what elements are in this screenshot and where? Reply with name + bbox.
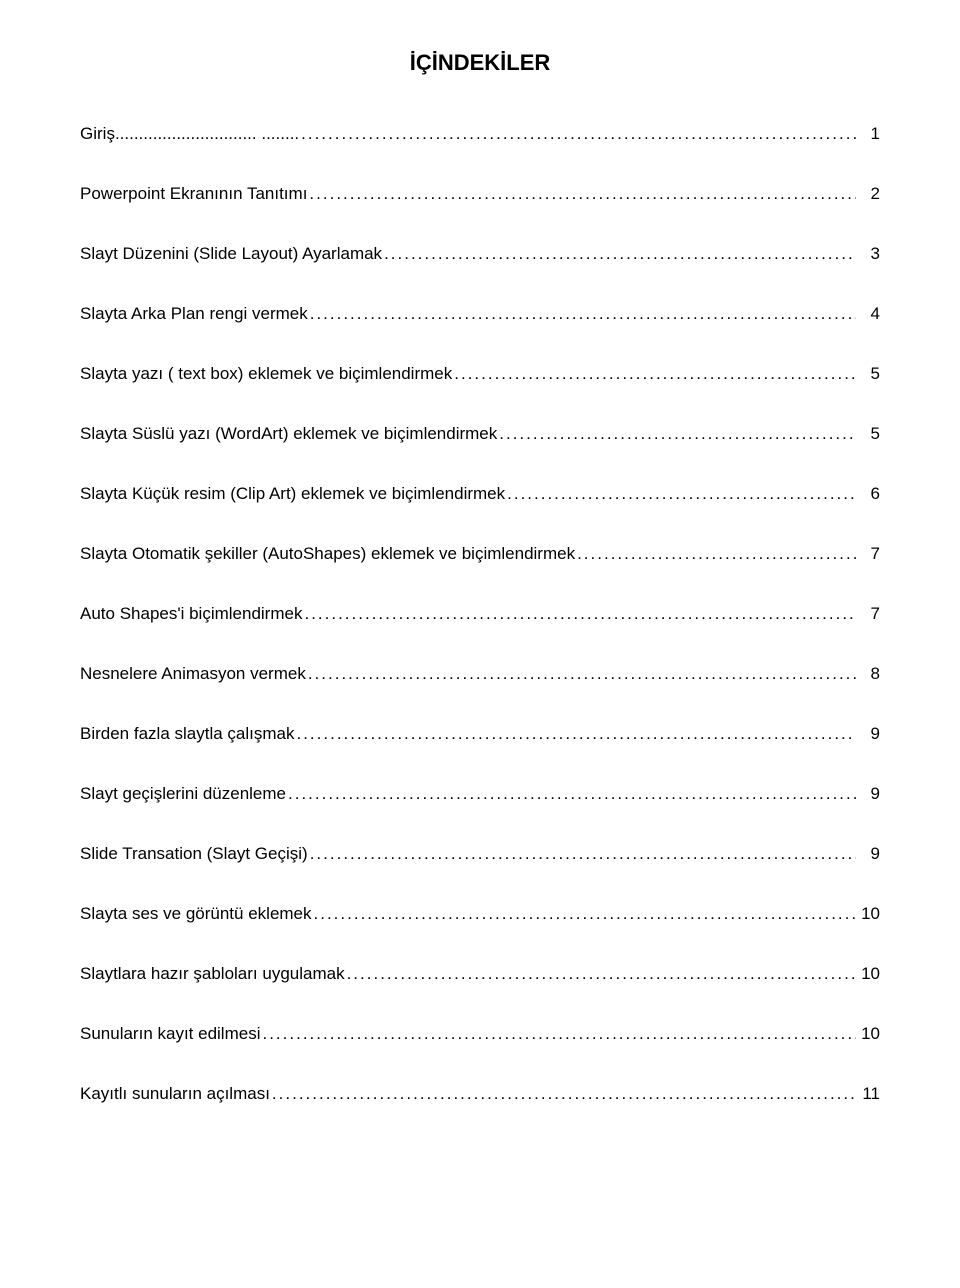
toc-entry-page: 5 bbox=[856, 424, 880, 444]
toc-row: Slayta yazı ( text box) eklemek ve biçim… bbox=[80, 364, 880, 384]
toc-entry-label: Slayta Küçük resim (Clip Art) eklemek ve… bbox=[80, 484, 505, 504]
toc-entry-label: Nesnelere Animasyon vermek bbox=[80, 664, 306, 684]
toc-entry-page: 10 bbox=[856, 1024, 880, 1044]
toc-entry-page: 9 bbox=[856, 784, 880, 804]
toc-row: Slaytlara hazır şabloları uygulamak 10 bbox=[80, 964, 880, 984]
toc-leader-dots bbox=[308, 844, 856, 864]
toc-entry-label: Slayta ses ve görüntü eklemek bbox=[80, 904, 312, 924]
toc-row: Slayta ses ve görüntü eklemek 10 bbox=[80, 904, 880, 924]
toc-row: Nesnelere Animasyon vermek 8 bbox=[80, 664, 880, 684]
toc-row: Powerpoint Ekranının Tanıtımı 2 bbox=[80, 184, 880, 204]
toc-leader-dots bbox=[308, 304, 856, 324]
toc-leader-dots bbox=[260, 1024, 856, 1044]
toc-entry-label: Birden fazla slaytla çalışmak bbox=[80, 724, 294, 744]
toc-entry-page: 7 bbox=[856, 544, 880, 564]
toc-entry-page: 9 bbox=[856, 724, 880, 744]
toc-entry-page: 4 bbox=[856, 304, 880, 324]
toc-leader-dots bbox=[299, 124, 856, 144]
toc-entry-page: 10 bbox=[856, 904, 880, 924]
toc-entry-label: Auto Shapes'i biçimlendirmek bbox=[80, 604, 302, 624]
toc-entry-label: Slayta Arka Plan rengi vermek bbox=[80, 304, 308, 324]
toc-row: Slayt Düzenini (Slide Layout) Ayarlamak 3 bbox=[80, 244, 880, 264]
toc-leader-dots bbox=[286, 784, 856, 804]
page-title: İÇİNDEKİLER bbox=[80, 50, 880, 76]
toc-leader-dots bbox=[270, 1084, 856, 1104]
toc-entry-label: Sunuların kayıt edilmesi bbox=[80, 1024, 260, 1044]
table-of-contents: Giriş.............................. ....… bbox=[80, 124, 880, 1104]
toc-entry-label: Kayıtlı sunuların açılması bbox=[80, 1084, 270, 1104]
toc-entry-page: 2 bbox=[856, 184, 880, 204]
toc-entry-label: Slaytlara hazır şabloları uygulamak bbox=[80, 964, 345, 984]
toc-entry-page: 5 bbox=[856, 364, 880, 384]
toc-entry-page: 6 bbox=[856, 484, 880, 504]
toc-row: Birden fazla slaytla çalışmak 9 bbox=[80, 724, 880, 744]
toc-entry-label: Slayt geçişlerini düzenleme bbox=[80, 784, 286, 804]
toc-row: Slayta Süslü yazı (WordArt) eklemek ve b… bbox=[80, 424, 880, 444]
toc-entry-page: 3 bbox=[856, 244, 880, 264]
toc-entry-page: 9 bbox=[856, 844, 880, 864]
toc-row: Slide Transation (Slayt Geçişi) 9 bbox=[80, 844, 880, 864]
toc-leader-dots bbox=[294, 724, 856, 744]
toc-row: Sunuların kayıt edilmesi 10 bbox=[80, 1024, 880, 1044]
toc-entry-page: 8 bbox=[856, 664, 880, 684]
toc-row: Auto Shapes'i biçimlendirmek 7 bbox=[80, 604, 880, 624]
toc-row: Slayta Küçük resim (Clip Art) eklemek ve… bbox=[80, 484, 880, 504]
toc-entry-label: Giriş.............................. ....… bbox=[80, 124, 299, 144]
toc-leader-dots bbox=[382, 244, 856, 264]
toc-entry-label: Slayt Düzenini (Slide Layout) Ayarlamak bbox=[80, 244, 382, 264]
toc-entry-page: 10 bbox=[856, 964, 880, 984]
toc-leader-dots bbox=[306, 664, 856, 684]
toc-leader-dots bbox=[307, 184, 856, 204]
toc-leader-dots bbox=[575, 544, 856, 564]
toc-leader-dots bbox=[497, 424, 856, 444]
toc-entry-label: Slayta Otomatik şekiller (AutoShapes) ek… bbox=[80, 544, 575, 564]
toc-row: Giriş.............................. ....… bbox=[80, 124, 880, 144]
toc-entry-page: 7 bbox=[856, 604, 880, 624]
toc-leader-dots bbox=[312, 904, 856, 924]
toc-row: Slayta Otomatik şekiller (AutoShapes) ek… bbox=[80, 544, 880, 564]
toc-leader-dots bbox=[505, 484, 856, 504]
toc-entry-label: Slayta Süslü yazı (WordArt) eklemek ve b… bbox=[80, 424, 497, 444]
toc-row: Slayta Arka Plan rengi vermek 4 bbox=[80, 304, 880, 324]
toc-entry-page: 11 bbox=[856, 1084, 880, 1104]
toc-entry-label: Slayta yazı ( text box) eklemek ve biçim… bbox=[80, 364, 452, 384]
toc-entry-label: Powerpoint Ekranının Tanıtımı bbox=[80, 184, 307, 204]
toc-leader-dots bbox=[452, 364, 856, 384]
toc-entry-label: Slide Transation (Slayt Geçişi) bbox=[80, 844, 308, 864]
toc-leader-dots bbox=[302, 604, 856, 624]
toc-entry-page: 1 bbox=[856, 124, 880, 144]
toc-row: Slayt geçişlerini düzenleme 9 bbox=[80, 784, 880, 804]
toc-leader-dots bbox=[345, 964, 856, 984]
toc-row: Kayıtlı sunuların açılması 11 bbox=[80, 1084, 880, 1104]
